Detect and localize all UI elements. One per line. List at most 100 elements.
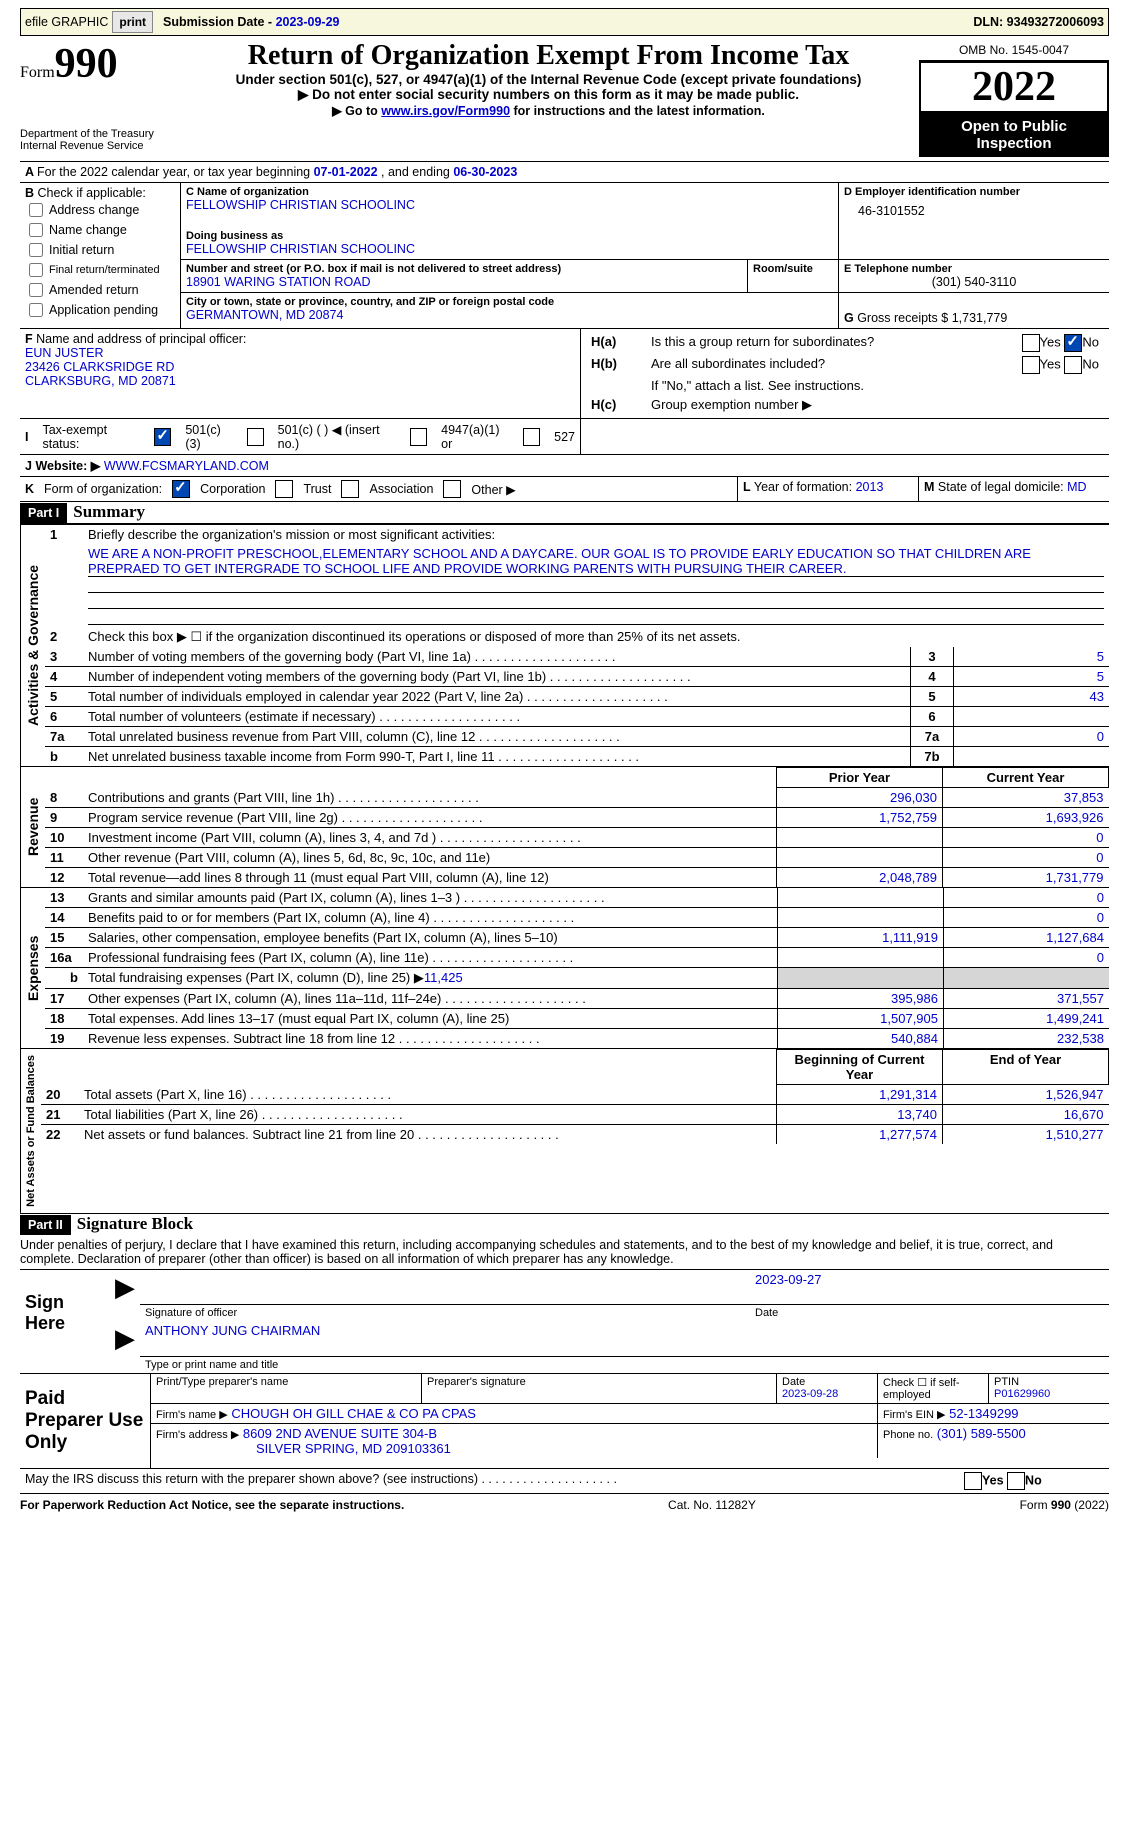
c13: 0 bbox=[944, 888, 1110, 908]
chk-527[interactable] bbox=[523, 428, 540, 446]
chk-address[interactable]: Address change bbox=[25, 200, 139, 220]
firm-ein: 52-1349299 bbox=[949, 1406, 1018, 1421]
discuss-yes[interactable] bbox=[964, 1472, 982, 1490]
subtitle-2: ▶ Do not enter social security numbers o… bbox=[178, 87, 919, 103]
domicile: MD bbox=[1067, 480, 1086, 494]
l17: Other expenses (Part IX, column (A), lin… bbox=[83, 989, 778, 1009]
tax-year: 2022 bbox=[919, 61, 1109, 113]
l18: Total expenses. Add lines 13–17 (must eq… bbox=[83, 1009, 778, 1029]
firm-addr2: SILVER SPRING, MD 209103361 bbox=[256, 1441, 451, 1456]
chk-initial[interactable]: Initial return bbox=[25, 240, 114, 260]
officer-print-name: ANTHONY JUNG CHAIRMAN bbox=[140, 1321, 1109, 1356]
p19: 540,884 bbox=[778, 1029, 944, 1049]
website: WWW.FCSMARYLAND.COM bbox=[104, 459, 269, 473]
c18: 1,499,241 bbox=[944, 1009, 1110, 1029]
city: GERMANTOWN, MD 20874 bbox=[186, 308, 833, 322]
line-b-label: B Check if applicable: bbox=[25, 186, 175, 200]
paid-preparer: Paid Preparer Use Only bbox=[20, 1374, 151, 1468]
col-prior: Prior Year bbox=[777, 768, 943, 788]
paperwork-notice: For Paperwork Reduction Act Notice, see … bbox=[20, 1498, 404, 1512]
chk-pending[interactable]: Application pending bbox=[25, 300, 158, 320]
l13: Grants and similar amounts paid (Part IX… bbox=[83, 888, 778, 908]
dba: FELLOWSHIP CHRISTIAN SCHOOLINC bbox=[186, 242, 833, 256]
gross-label: Gross receipts $ bbox=[857, 311, 948, 325]
l22: Net assets or fund balances. Subtract li… bbox=[79, 1125, 777, 1145]
v16b: 11,425 bbox=[424, 970, 463, 985]
l20: Total assets (Part X, line 16) bbox=[79, 1085, 777, 1105]
p10 bbox=[777, 828, 943, 848]
chk-final[interactable]: Final return/terminated bbox=[25, 260, 160, 280]
submission-label: Submission Date - 2023-09-29 bbox=[163, 15, 339, 29]
ha-no[interactable] bbox=[1064, 334, 1082, 352]
irs-link[interactable]: www.irs.gov/Form990 bbox=[381, 104, 510, 118]
part2-bar: Part II bbox=[20, 1215, 71, 1235]
ha-yes[interactable] bbox=[1022, 334, 1040, 352]
firm-addr1: 8609 2ND AVENUE SUITE 304-B bbox=[243, 1426, 437, 1441]
p15: 1,111,919 bbox=[778, 928, 944, 948]
chk-amended[interactable]: Amended return bbox=[25, 280, 139, 300]
chk-name[interactable]: Name change bbox=[25, 220, 127, 240]
chk-other[interactable] bbox=[443, 480, 461, 498]
ein-label: Employer identification number bbox=[855, 186, 1020, 198]
l21: Total liabilities (Part X, line 26) bbox=[79, 1105, 777, 1125]
chk-corp[interactable] bbox=[172, 480, 190, 498]
chk-trust[interactable] bbox=[275, 480, 293, 498]
prep-name-label: Print/Type preparer's name bbox=[151, 1374, 422, 1404]
subtitle-3: ▶ Go to www.irs.gov/Form990 for instruct… bbox=[178, 103, 919, 118]
hb-yes[interactable] bbox=[1022, 356, 1040, 374]
dept-treasury: Department of the Treasury bbox=[20, 128, 170, 140]
l4-text: Number of independent voting members of … bbox=[83, 667, 911, 687]
ha-label: Is this a group return for subordinates? bbox=[646, 332, 964, 354]
chk-4947[interactable] bbox=[410, 428, 427, 446]
year-formation: 2013 bbox=[856, 480, 884, 494]
p12: 2,048,789 bbox=[777, 868, 943, 888]
p11 bbox=[777, 848, 943, 868]
irs-label: Internal Revenue Service bbox=[20, 140, 170, 152]
chk-501c[interactable] bbox=[247, 428, 264, 446]
v7b bbox=[954, 747, 1110, 767]
c14: 0 bbox=[944, 908, 1110, 928]
officer-name: EUN JUSTER bbox=[25, 346, 575, 360]
officer-addr1: 23426 CLARKSRIDGE RD bbox=[25, 360, 575, 374]
line-a: A For the 2022 calendar year, or tax yea… bbox=[20, 162, 1109, 183]
name-title-label: Type or print name and title bbox=[140, 1356, 1109, 1373]
l1-text: Briefly describe the organization's miss… bbox=[83, 525, 1109, 544]
discuss-no[interactable] bbox=[1007, 1472, 1025, 1490]
city-label: City or town, state or province, country… bbox=[186, 296, 833, 308]
print-button[interactable]: print bbox=[112, 11, 153, 33]
l14: Benefits paid to or for members (Part IX… bbox=[83, 908, 778, 928]
v7a: 0 bbox=[954, 727, 1110, 747]
p13 bbox=[778, 888, 944, 908]
c19: 232,538 bbox=[944, 1029, 1110, 1049]
gross-receipts: 1,731,779 bbox=[952, 311, 1008, 325]
hb-no[interactable] bbox=[1064, 356, 1082, 374]
addr-label: Number and street (or P.O. box if mail i… bbox=[186, 263, 742, 275]
p16a bbox=[778, 948, 944, 968]
part1-title: Summary bbox=[73, 502, 145, 521]
p18: 1,507,905 bbox=[778, 1009, 944, 1029]
room-label: Room/suite bbox=[753, 263, 833, 275]
v4: 5 bbox=[954, 667, 1110, 687]
l7b-text: Net unrelated business taxable income fr… bbox=[83, 747, 911, 767]
c20: 1,526,947 bbox=[943, 1085, 1109, 1105]
mission: WE ARE A NON-PROFIT PRESCHOOL,ELEMENTARY… bbox=[88, 546, 1104, 577]
c22: 1,510,277 bbox=[943, 1125, 1109, 1145]
v6 bbox=[954, 707, 1110, 727]
officer-label: Name and address of principal officer: bbox=[36, 332, 246, 346]
c10: 0 bbox=[943, 828, 1109, 848]
sign-date: 2023-09-27 bbox=[750, 1270, 1109, 1305]
col-begin: Beginning of Current Year bbox=[777, 1050, 943, 1085]
p14 bbox=[778, 908, 944, 928]
c21: 16,670 bbox=[943, 1105, 1109, 1125]
chk-assoc[interactable] bbox=[341, 480, 359, 498]
top-bar: efile GRAPHIC print Submission Date - 20… bbox=[20, 8, 1109, 36]
l7a-text: Total unrelated business revenue from Pa… bbox=[83, 727, 911, 747]
l15: Salaries, other compensation, employee b… bbox=[83, 928, 778, 948]
sign-here: Sign Here bbox=[20, 1270, 110, 1373]
declaration: Under penalties of perjury, I declare th… bbox=[20, 1235, 1109, 1270]
p9: 1,752,759 bbox=[777, 808, 943, 828]
chk-501c3[interactable] bbox=[154, 428, 171, 446]
date-label: Date bbox=[750, 1305, 1109, 1322]
side-netassets: Net Assets or Fund Balances bbox=[20, 1049, 41, 1213]
c11: 0 bbox=[943, 848, 1109, 868]
